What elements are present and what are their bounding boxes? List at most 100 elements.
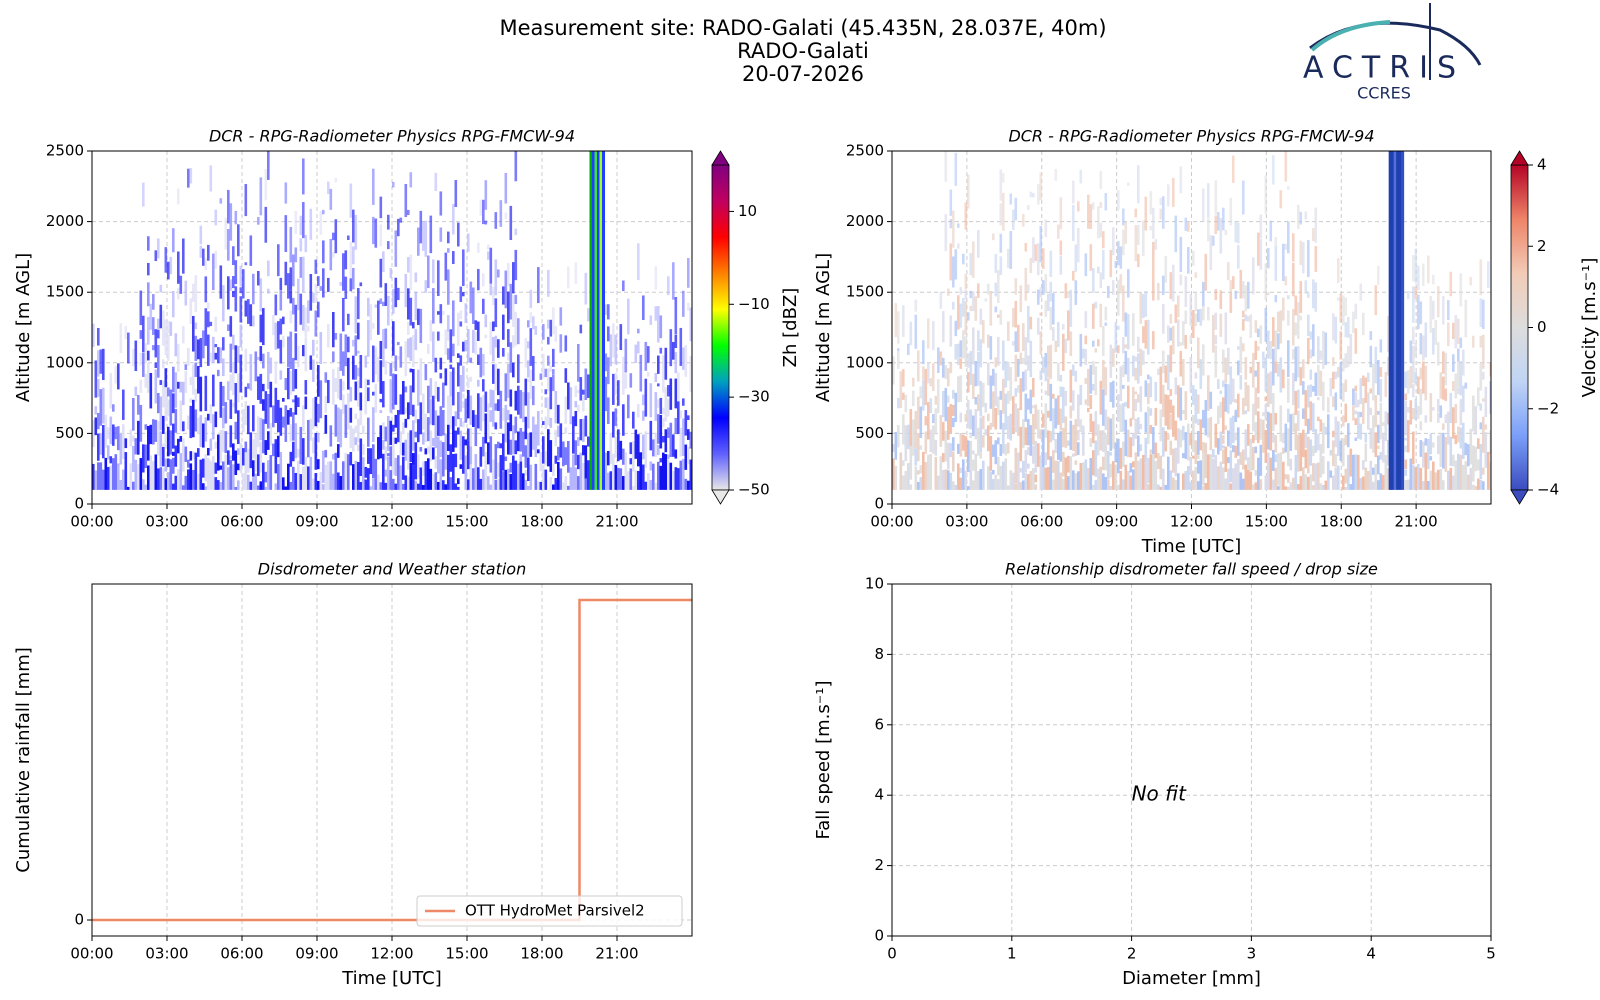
radar-cell [1364,467,1368,490]
radar-cell [1259,214,1263,239]
radar-cell [1224,383,1228,412]
radar-cell [252,405,255,432]
radar-cell [1274,412,1278,425]
radar-cell [1257,362,1260,394]
radar-cell [597,151,600,490]
radar-cell [522,473,525,490]
radar-cell [379,482,383,490]
radar-cell [132,398,135,431]
radar-cell [474,320,478,330]
radar-cell [1422,361,1425,394]
radar-cell [1314,428,1318,453]
radar-cell [469,428,473,447]
radar-cell [1102,430,1105,452]
radar-cell [992,444,995,457]
radar-cell [1062,451,1065,477]
radar-cell [614,334,618,365]
radar-cell [167,387,170,397]
radar-cell [232,464,235,490]
radar-cell [354,365,358,380]
radar-cell [267,460,270,490]
radar-cell [424,413,428,443]
radar-cell [204,486,208,490]
radar-cell [462,292,465,297]
radar-cell [1172,477,1175,490]
radar-cell [1017,452,1020,490]
radar-cell [1401,151,1405,490]
radar-cell [429,378,433,398]
radar-cell [219,198,223,204]
colorbar-extend [711,489,730,505]
radar-cell [489,410,493,422]
radar-cell [624,338,628,373]
radar-cell [277,464,280,490]
radar-cell [434,381,438,399]
radar-cell [1112,414,1115,449]
radar-cell [987,334,990,348]
radar-cell [97,433,100,461]
radar-cell [897,424,900,448]
radar-cell [502,471,505,490]
radar-cell [667,276,670,296]
radar-cell [309,274,313,311]
radar-cell [897,348,900,352]
radar-cell [947,395,950,403]
radar-cell [1249,366,1253,374]
radar-cell [972,241,975,278]
radar-cell [1214,215,1218,235]
radar-cell [132,435,135,442]
radar-cell [1274,361,1278,374]
radar-cell [424,220,428,257]
radar-cell [559,307,563,326]
radar-cell [417,419,420,443]
radar-cell [514,311,518,346]
y-tick-label: 6 [874,715,884,733]
radar-cell [1364,377,1368,403]
radar-cell [1234,445,1238,458]
radar-cell [404,439,408,461]
radar-cell [1117,325,1120,330]
radar-cell [427,458,430,490]
radar-cell [967,353,970,368]
radar-cell [349,451,353,466]
radar-cell [314,284,318,304]
radar-cell [1262,412,1265,417]
radar-cell [162,380,165,408]
radar-cell [112,424,115,446]
radar-cell [1072,205,1075,242]
radar-cell [494,422,498,430]
radar-cell [1184,310,1188,325]
radar-cell [1119,246,1123,269]
colorbar-tick-label: 0 [1537,318,1547,336]
radar-cell [1414,467,1418,490]
radar-cell [1312,228,1315,242]
radar-cell [382,439,385,450]
radar-cell [554,429,558,447]
radar-cell [407,476,410,490]
radar-cell [1292,413,1295,432]
radar-cell [1147,484,1150,490]
radar-cell [447,248,450,253]
radar-cell [1457,453,1460,490]
x-tick-label: 00:00 [70,945,113,963]
radar-cell [622,356,625,395]
radar-cell [519,454,523,461]
radar-cell [1124,401,1128,407]
radar-cell [1084,459,1088,490]
radar-cell [427,344,430,354]
radar-cell [1247,457,1250,470]
radar-cell [657,355,660,374]
radar-cell [307,419,310,458]
radar-cell [1134,418,1138,439]
radar-cell [614,464,618,490]
x-tick-label: 12:00 [370,945,413,963]
radar-cell [657,399,660,408]
radar-cell [184,364,188,370]
radar-cell [1437,342,1440,366]
radar-cell [994,254,998,273]
radar-cell [1222,449,1225,464]
radar-cell [334,404,338,437]
radar-cell [482,436,485,457]
radar-cell [482,273,485,287]
radar-cell [1404,371,1408,388]
